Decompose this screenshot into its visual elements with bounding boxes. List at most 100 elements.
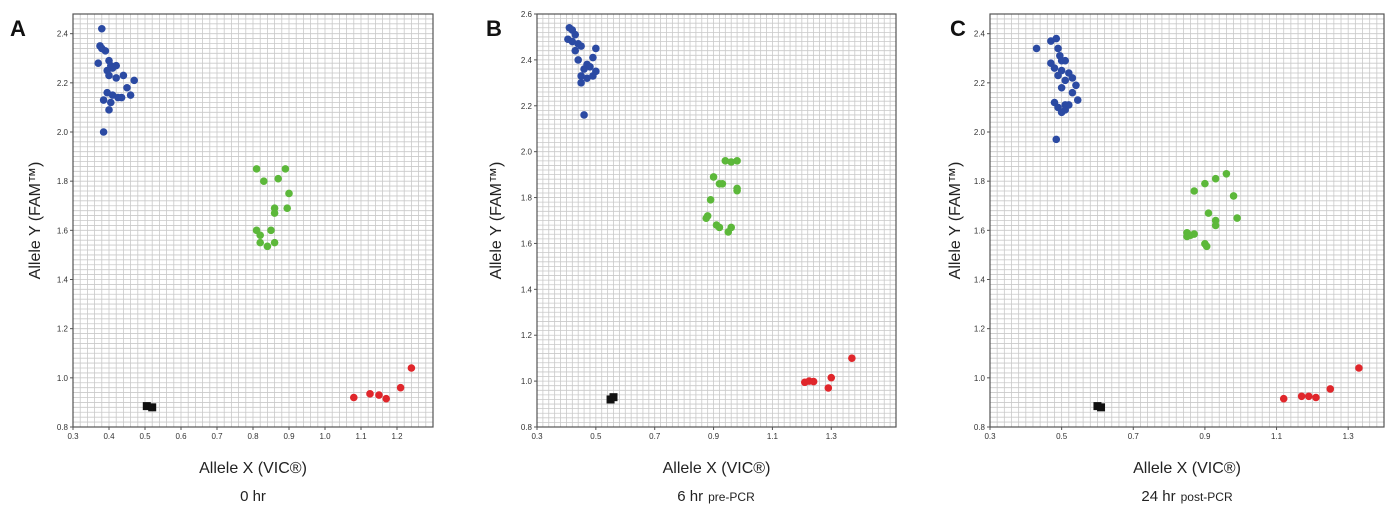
data-point (1057, 83, 1066, 92)
x-tick-label: 0.8 (247, 432, 259, 441)
data-point (592, 44, 600, 53)
data-point (148, 403, 157, 412)
data-point (824, 384, 833, 392)
data-point (583, 74, 591, 83)
data-point (724, 228, 733, 236)
y-tick-label: 2.2 (521, 102, 533, 111)
data-point (94, 59, 102, 67)
data-point (130, 76, 138, 85)
series-3 (606, 393, 618, 404)
grid (536, 14, 896, 428)
data-point (1326, 385, 1335, 393)
series-3 (1093, 402, 1106, 412)
y-tick-label: 2.0 (521, 148, 533, 157)
caption-time: 24 hr (1141, 488, 1175, 505)
data-point (571, 46, 580, 55)
y-tick-label: 1.2 (974, 325, 986, 334)
x-tick-label: 0.7 (1128, 432, 1140, 441)
series-1 (702, 157, 741, 236)
data-point (396, 383, 405, 392)
data-point (706, 196, 715, 204)
x-tick-label: 0.5 (590, 432, 602, 441)
data-point (1052, 135, 1061, 144)
data-point (1061, 56, 1070, 65)
data-point (375, 391, 383, 399)
data-point (809, 377, 818, 386)
x-tick-label: 0.6 (175, 432, 187, 441)
data-point (101, 47, 110, 55)
data-point (366, 390, 374, 398)
data-point (1097, 403, 1106, 412)
series-0 (564, 23, 600, 119)
y-tick-label: 0.8 (57, 423, 69, 432)
data-point (721, 157, 730, 165)
data-point (123, 83, 131, 92)
data-point (577, 72, 585, 80)
data-point (1279, 394, 1288, 403)
data-point (119, 71, 128, 80)
y-axis-title: Allele Y (FAM™) (27, 162, 44, 280)
data-point (718, 179, 727, 188)
y-tick-label: 2.0 (57, 128, 69, 137)
x-tick-label: 1.1 (767, 432, 779, 441)
panel-caption: 0 hr (240, 488, 266, 505)
caption-time: 6 hr (677, 488, 703, 505)
y-tick-label: 1.8 (974, 177, 986, 186)
x-tick-label: 0.3 (984, 432, 996, 441)
data-point (283, 204, 292, 213)
data-point (126, 91, 135, 99)
panel-a: 0.3 0.4 0.5 0.6 0.7 0.8 0.9 1.0 1.1 1.2 0.8 1.0 1.2 1… (10, 13, 434, 505)
x-axis-title: Allele X (VIC®) (199, 460, 307, 477)
data-point (99, 96, 108, 104)
data-point (727, 158, 736, 166)
data-point (252, 165, 261, 173)
plot-frame (536, 13, 897, 428)
data-point (609, 393, 618, 402)
x-tick-label: 0.5 (1056, 432, 1068, 441)
x-tick-label: 0.5 (139, 432, 151, 441)
y-tick-label: 2.4 (974, 30, 986, 39)
y-tick-label: 1.8 (57, 177, 69, 186)
data-point (571, 30, 580, 39)
data-point (1222, 169, 1231, 178)
y-tick-label: 0.8 (521, 423, 533, 432)
data-point (1183, 232, 1191, 241)
data-point (256, 238, 265, 247)
data-point (577, 79, 585, 87)
data-point (105, 71, 113, 80)
x-tick-label: 1.1 (1271, 432, 1283, 441)
y-axis-title: Allele Y (FAM™) (947, 162, 964, 280)
y-tick-label: 1.4 (521, 285, 533, 294)
data-point (112, 74, 120, 82)
data-point (1061, 76, 1070, 85)
data-point (1032, 44, 1041, 53)
y-tick-label: 1.2 (521, 331, 533, 340)
data-point (1304, 392, 1313, 401)
data-point (586, 62, 594, 71)
x-axis-title: Allele X (VIC®) (663, 460, 771, 477)
data-point (580, 65, 588, 73)
y-tick-label: 1.6 (57, 226, 69, 235)
series-2 (800, 354, 856, 392)
data-point (1233, 214, 1241, 222)
data-point (1068, 74, 1077, 82)
x-tick-label: 0.7 (211, 432, 223, 441)
data-point (1073, 96, 1082, 104)
panel-c: 0.3 0.5 0.7 0.9 1.1 1.3 0.8 1.0 1.2 1.4 1.6 1.8 2.0 2… (947, 13, 1385, 505)
caption-stage: pre-PCR (708, 490, 755, 504)
data-point (589, 72, 597, 80)
data-point (1355, 364, 1363, 372)
data-point (107, 98, 115, 107)
data-point (99, 128, 108, 136)
data-point (1054, 71, 1062, 80)
y-tick-label: 1.0 (521, 377, 533, 386)
data-point (1190, 187, 1198, 195)
data-point (382, 394, 391, 403)
data-point (1202, 242, 1211, 251)
data-point (733, 157, 741, 165)
data-point (1201, 179, 1209, 188)
series-1 (1183, 169, 1241, 251)
data-point (702, 214, 711, 223)
data-point (1312, 393, 1320, 402)
panel-letter: B (486, 16, 502, 41)
